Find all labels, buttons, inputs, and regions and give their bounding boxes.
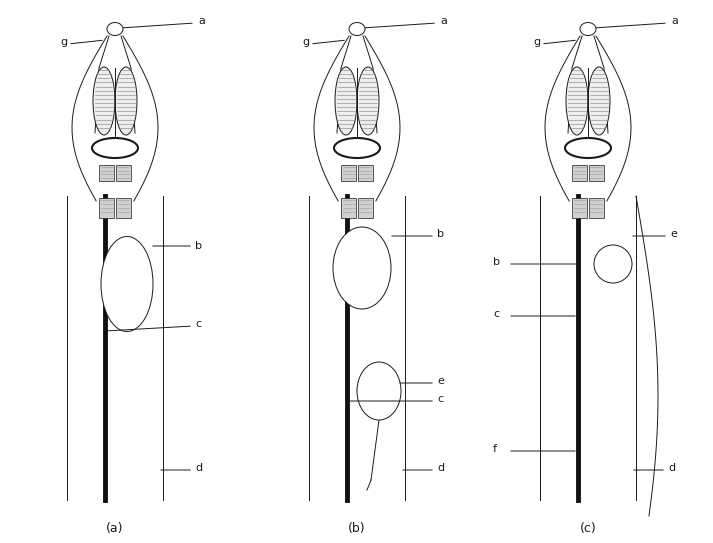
Text: c: c <box>195 319 201 329</box>
Bar <box>589 198 604 218</box>
Text: g: g <box>533 37 540 47</box>
Text: (c): (c) <box>580 522 596 535</box>
Ellipse shape <box>566 67 588 135</box>
Ellipse shape <box>594 245 632 283</box>
Bar <box>116 198 131 218</box>
Ellipse shape <box>349 22 365 35</box>
Text: e: e <box>437 376 444 386</box>
Text: f: f <box>493 444 497 454</box>
Text: (b): (b) <box>348 522 366 535</box>
Bar <box>341 198 356 218</box>
Text: d: d <box>668 463 675 473</box>
Ellipse shape <box>565 138 611 158</box>
Ellipse shape <box>588 67 610 135</box>
Text: c: c <box>493 309 499 319</box>
Bar <box>341 165 356 181</box>
Text: d: d <box>437 463 444 473</box>
Ellipse shape <box>357 362 401 420</box>
Ellipse shape <box>334 138 380 158</box>
Bar <box>358 165 373 181</box>
Ellipse shape <box>107 22 123 35</box>
Bar <box>99 165 114 181</box>
Text: d: d <box>195 463 202 473</box>
Ellipse shape <box>335 67 357 135</box>
Bar <box>358 198 373 218</box>
Ellipse shape <box>333 227 391 309</box>
Text: g: g <box>302 37 309 47</box>
Text: b: b <box>493 257 500 267</box>
Text: a: a <box>198 16 205 26</box>
Text: a: a <box>440 16 447 26</box>
Bar <box>589 165 604 181</box>
Bar <box>572 165 587 181</box>
Ellipse shape <box>101 237 153 331</box>
Text: c: c <box>437 394 443 404</box>
Text: b: b <box>195 241 202 251</box>
Text: a: a <box>671 16 678 26</box>
Ellipse shape <box>93 67 115 135</box>
Text: e: e <box>670 229 677 239</box>
Bar <box>99 198 114 218</box>
Ellipse shape <box>115 67 137 135</box>
Ellipse shape <box>92 138 138 158</box>
Ellipse shape <box>357 67 379 135</box>
Text: b: b <box>437 229 444 239</box>
Text: (a): (a) <box>106 522 124 535</box>
Text: g: g <box>60 37 67 47</box>
Bar <box>572 198 587 218</box>
Ellipse shape <box>580 22 596 35</box>
Bar <box>116 165 131 181</box>
